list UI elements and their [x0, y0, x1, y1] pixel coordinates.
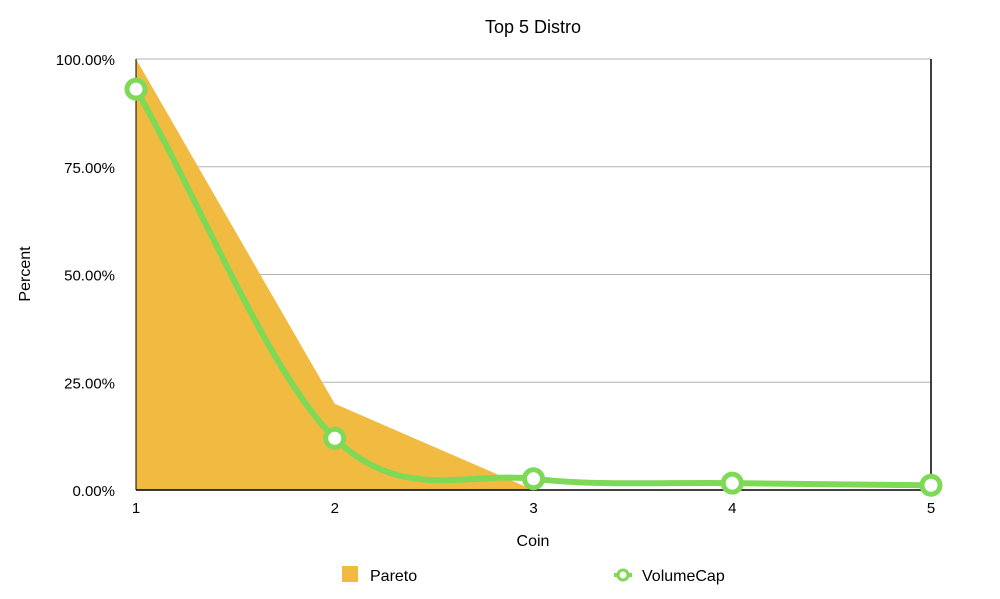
- y-tick-label: 50.00%: [64, 268, 115, 285]
- x-tick-label: 4: [728, 500, 736, 517]
- x-tick-label: 5: [927, 500, 935, 517]
- x-tick-label: 2: [331, 500, 339, 517]
- chart-title: Top 5 Distro: [485, 17, 581, 37]
- pareto-area: [136, 59, 931, 490]
- y-tick-labels: 0.00% 25.00% 50.00% 75.00% 100.00%: [56, 52, 115, 500]
- volumecap-line: [133, 86, 934, 489]
- legend-label-volumecap: VolumeCap: [642, 568, 725, 585]
- volumecap-point: [323, 426, 347, 450]
- x-axis-label: Coin: [517, 533, 550, 550]
- volumecap-point: [522, 467, 545, 491]
- legend-label-pareto: Pareto: [370, 568, 417, 585]
- volumecap-line-layer: [124, 77, 943, 497]
- legend-marker-volumecap: [616, 568, 630, 582]
- x-tick-label: 3: [529, 500, 537, 517]
- y-axis-label: Percent: [17, 246, 34, 302]
- y-tick-label: 100.00%: [56, 52, 115, 69]
- x-tick-labels: 1 2 3 4 5: [132, 500, 935, 517]
- x-tick-label: 1: [132, 500, 140, 517]
- y-tick-label: 25.00%: [64, 375, 115, 392]
- legend: Pareto VolumeCap: [342, 566, 725, 585]
- grid: [136, 58, 931, 383]
- legend-swatch-pareto: [342, 566, 358, 582]
- volumecap-point: [919, 473, 943, 497]
- volumecap-point: [124, 77, 148, 101]
- volumecap-point: [720, 471, 744, 495]
- y-tick-label: 75.00%: [64, 160, 115, 177]
- pareto-area-layer: [136, 59, 931, 490]
- y-tick-label: 0.00%: [72, 483, 115, 500]
